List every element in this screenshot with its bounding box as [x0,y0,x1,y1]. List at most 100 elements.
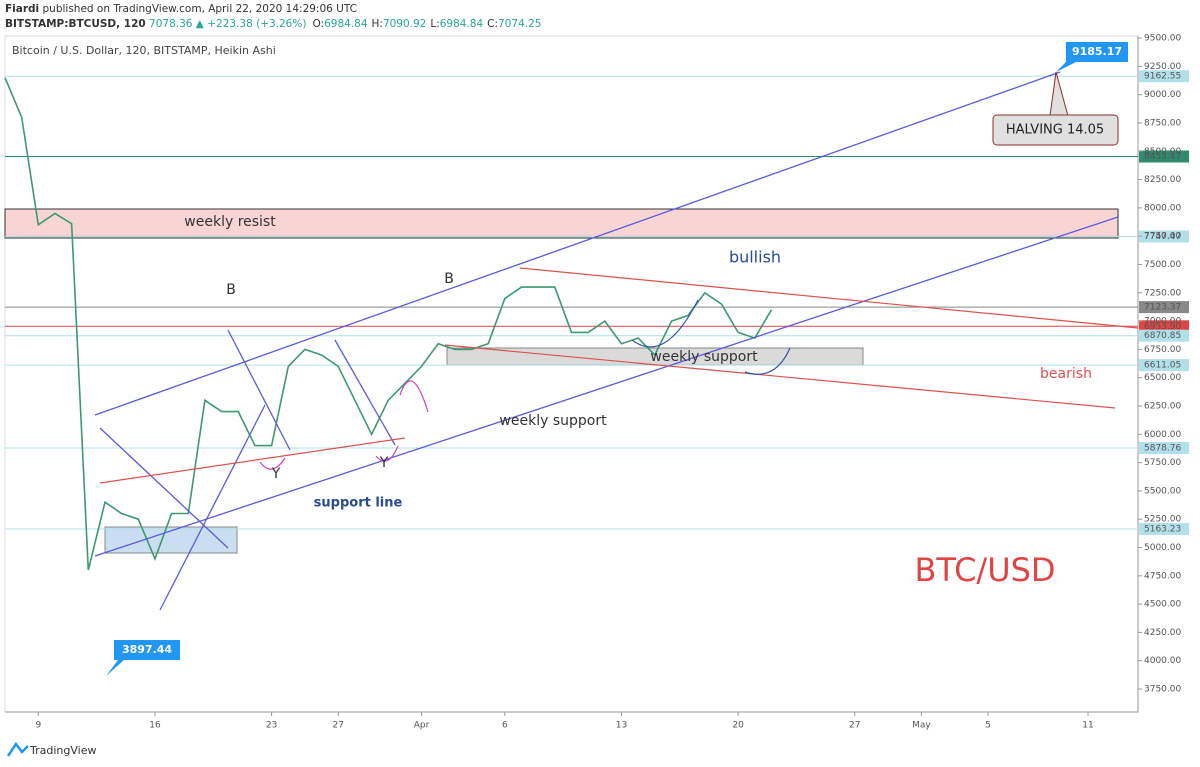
published: published on TradingView.com, April 22, … [43,3,357,15]
ohlc-value: 6984.84 [324,18,368,30]
y-tick-label: 5750.00 [1144,458,1181,468]
wave-line [334,339,396,446]
price-callout [1056,42,1128,72]
y-tick-label: 7000.00 [1144,317,1181,327]
level-tag [1139,329,1189,342]
ohlc-label: H: [372,18,383,30]
x-tick-label: 27 [333,721,344,731]
x-tick-label: 11 [1082,721,1093,731]
annotation: HALVING 14.05 [1006,123,1104,138]
level-label: 7123.37 [1144,303,1181,313]
y-tick-label: 8750.00 [1144,118,1181,128]
curve-arrow [259,457,286,470]
author: Fiardi [5,3,39,15]
level-tag [1139,70,1189,83]
x-tick-label: 13 [616,721,627,731]
y-tick-label: 6750.00 [1144,345,1181,355]
change: 7078.36 ▲ +223.38 (+3.26%) [149,18,306,30]
x-tick-label: Apr [414,721,430,731]
ohlc-label: L: [430,18,439,30]
level-tag [1139,230,1189,243]
triangle-line [99,427,229,549]
level-tag [1139,301,1189,314]
zones [4,208,1119,554]
level-tag [1139,320,1189,333]
red-line [99,437,406,484]
red-lines [99,267,1139,484]
triangle-line [159,404,266,611]
y-tick-label: 9500.00 [1144,34,1181,44]
price-callout [106,640,180,676]
level-tag [1139,150,1189,163]
x-tick-label: 20 [732,721,744,731]
y-tick-label: 6250.00 [1144,401,1181,411]
y-tick-label: 5250.00 [1144,515,1181,525]
red-line [519,267,1139,329]
y-tick-label: 7500.00 [1144,260,1181,270]
arrows [631,299,791,375]
ohlc-label: C: [487,18,498,30]
level-label: 9162.55 [1144,72,1181,82]
trend-lines [94,71,1119,611]
halving-box [992,114,1119,146]
y-tick-label: 5500.00 [1144,486,1181,496]
price-line [4,77,773,571]
y-tick-label: 3750.00 [1144,685,1181,695]
symbol-line: BITSTAMP:BTCUSD, 120 7078.36 ▲ +223.38 (… [5,18,541,30]
header-line: Fiardi published on TradingView.com, Apr… [5,3,357,15]
annotation: BTC/USD [914,551,1055,589]
annotation: weekly support [499,413,607,429]
y-tick-label: 6000.00 [1144,430,1181,440]
y-tick-label: 4250.00 [1144,628,1181,638]
ohlc-value: 7090.92 [383,18,426,30]
y-tick-label: 4750.00 [1144,571,1181,581]
level-label: 6953.90 [1144,322,1181,332]
x-tick-label: 23 [266,721,277,731]
level-label: 6870.85 [1144,331,1181,341]
y-tick-label: 4000.00 [1144,656,1181,666]
price [4,77,773,571]
annotation: support line [314,496,403,511]
ohlc-value: 7074.25 [498,18,541,30]
level-label: 5163.23 [1144,525,1181,535]
annotation: 3897.44 [122,643,172,656]
annotation: bearish [1040,366,1092,382]
level-label: 5878.76 [1144,444,1181,454]
annotation: B [444,271,454,287]
y-tick-label: 8500.00 [1144,147,1181,157]
support-zone [104,526,238,554]
red-line [444,344,1116,409]
y-tick-label: 4500.00 [1144,600,1181,610]
x-tick-label: 5 [985,721,991,731]
y-tick-label: 6500.00 [1144,373,1181,383]
annotation: bullish [729,248,781,267]
y-tick-label: 7750.00 [1144,232,1181,242]
curve-arrow [631,299,699,348]
x-tick-label: 27 [849,721,860,731]
resist-zone [4,208,1119,239]
level-label: 6611.05 [1144,361,1181,371]
y-tick-label: 9000.00 [1144,90,1181,100]
level-label: 7747.47 [1144,232,1181,242]
x-tick-label: 9 [35,721,41,731]
footer: TradingView [29,744,96,757]
level-tag [1139,523,1189,536]
x-tick-label: 16 [149,721,161,731]
wave-line [227,329,291,451]
y-tick-label: 9250.00 [1144,62,1181,72]
y-tick-label: 8250.00 [1144,175,1181,185]
y-tick-label: 5000.00 [1144,543,1181,553]
level-label: 8453.47 [1144,152,1181,162]
annotation: 9185.17 [1072,45,1122,58]
curve-arrow [375,445,399,462]
annotation: weekly support [650,349,758,365]
annotation: Y [379,455,389,471]
ohlc-label: O: [312,18,324,30]
level-tag [1139,359,1189,372]
channel-bottom [94,216,1119,557]
y-tick-label: 7250.00 [1144,288,1181,298]
chart-title: Bitcoin / U.S. Dollar, 120, BITSTAMP, He… [12,44,276,57]
ohlc-value: 6984.84 [440,18,484,30]
level-tag [1139,442,1189,455]
